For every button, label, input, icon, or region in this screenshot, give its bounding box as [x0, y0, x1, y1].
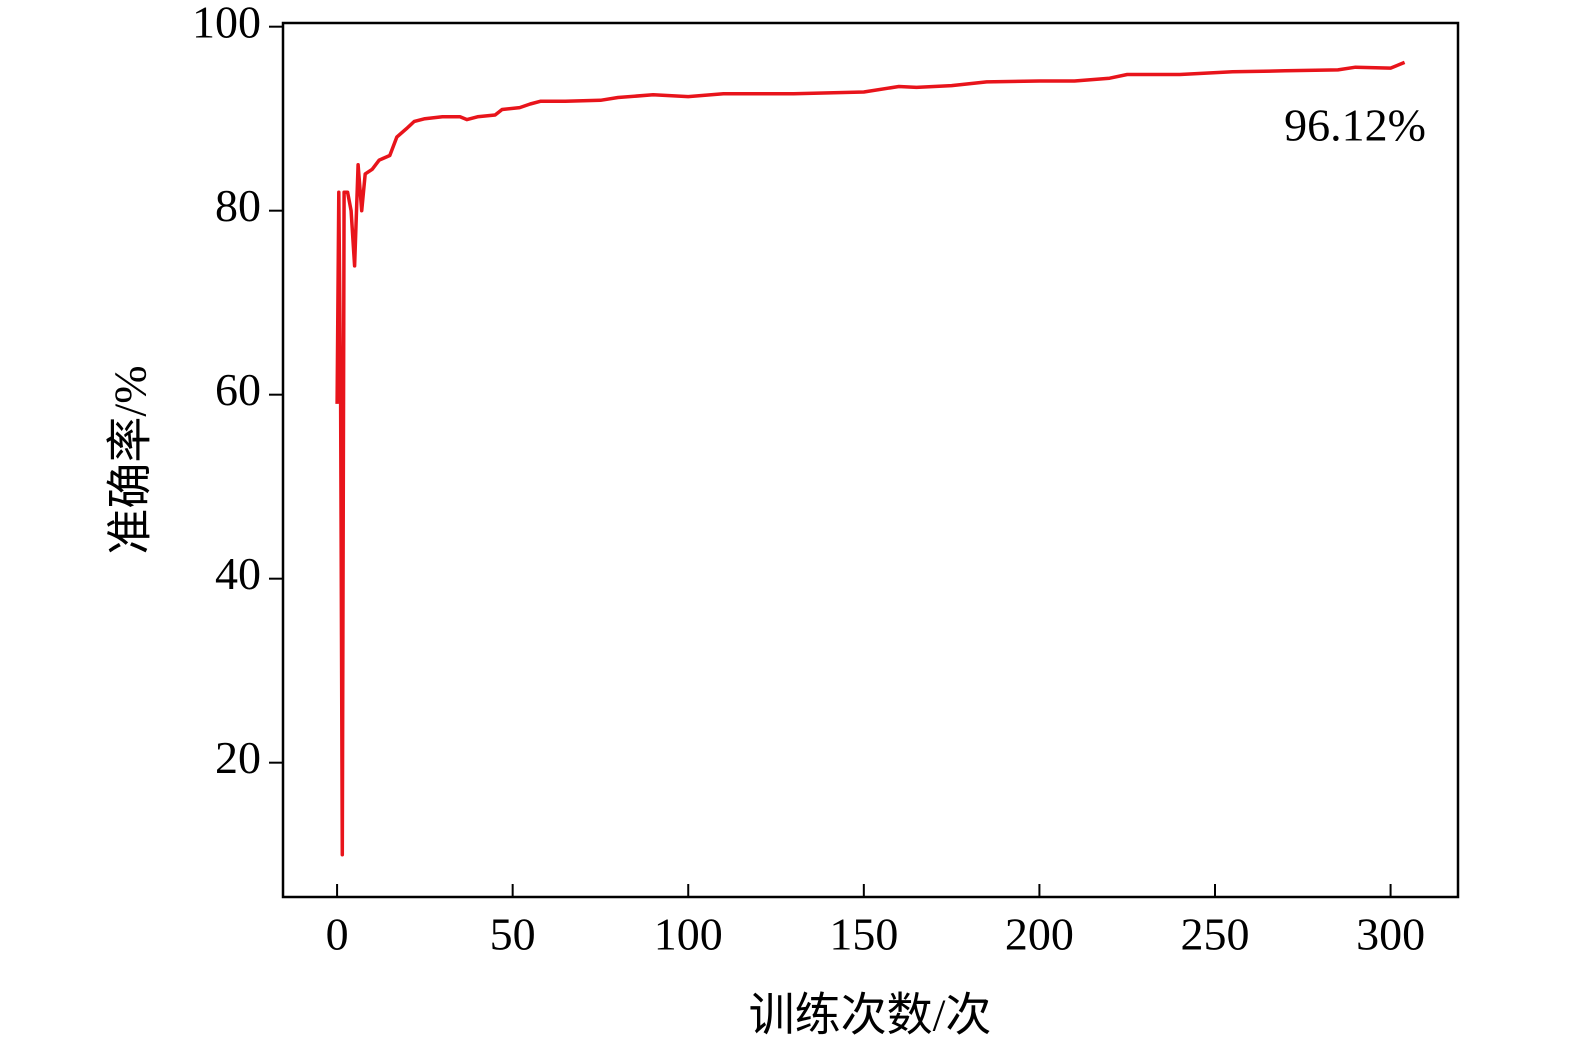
x-tick-label: 100 [654, 909, 723, 960]
y-tick-label: 60 [215, 364, 261, 415]
y-tick-label: 40 [215, 548, 261, 599]
y-tick-label: 100 [192, 0, 261, 47]
x-tick-label: 0 [326, 909, 349, 960]
x-tick-label: 150 [829, 909, 898, 960]
x-axis-label: 训练次数/次 [749, 990, 992, 1041]
data-line [335, 60, 1406, 857]
x-tick-label: 300 [1356, 909, 1425, 960]
plot-frame [281, 21, 1460, 899]
x-tick-label: 250 [1180, 909, 1249, 960]
annotation: 96.12% [1284, 100, 1426, 151]
y-axis-label: 准确率/% [105, 365, 156, 554]
x-tick-label: 50 [490, 909, 536, 960]
x-tick-label: 200 [1005, 909, 1074, 960]
y-tick-label: 20 [215, 732, 261, 783]
y-tick-label: 80 [215, 180, 261, 231]
